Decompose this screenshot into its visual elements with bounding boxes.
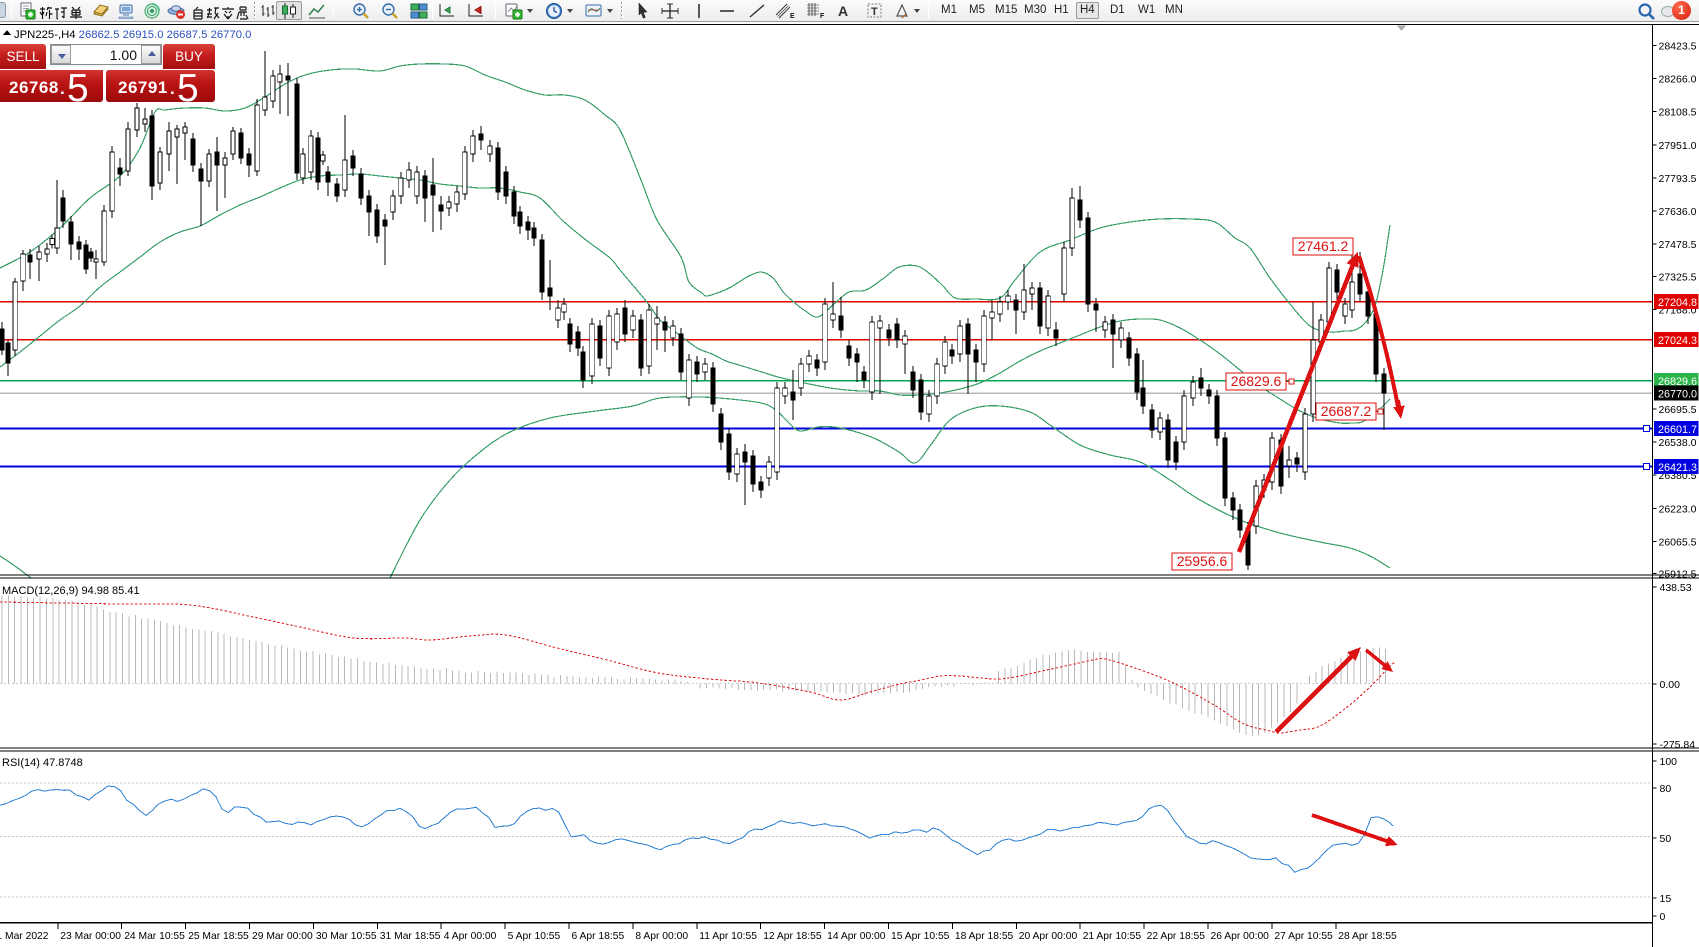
svg-text:27636.0: 27636.0 — [1659, 206, 1697, 218]
svg-text:E: E — [790, 13, 795, 20]
svg-text:27325.5: 27325.5 — [1659, 271, 1697, 283]
svg-text:24 Mar 10:55: 24 Mar 10:55 — [124, 931, 185, 942]
svg-text:20 Apr 00:00: 20 Apr 00:00 — [1019, 931, 1078, 942]
svg-text:8 Apr 00:00: 8 Apr 00:00 — [635, 931, 688, 942]
svg-text:27951.0: 27951.0 — [1659, 140, 1697, 152]
svg-text:27461.2: 27461.2 — [1298, 238, 1349, 254]
svg-text:25912.5: 25912.5 — [1659, 569, 1697, 581]
svg-text:27024.3: 27024.3 — [1658, 335, 1697, 347]
svg-text:80: 80 — [1660, 783, 1672, 795]
svg-text:12 Apr 18:55: 12 Apr 18:55 — [763, 931, 822, 942]
svg-text:18 Apr 18:55: 18 Apr 18:55 — [955, 931, 1014, 942]
svg-text:26687.2: 26687.2 — [1321, 403, 1372, 419]
svg-text:6 Apr 18:55: 6 Apr 18:55 — [572, 931, 625, 942]
svg-text:27 Apr 10:55: 27 Apr 10:55 — [1274, 931, 1333, 942]
svg-text:F: F — [820, 13, 825, 20]
svg-text:27478.5: 27478.5 — [1659, 239, 1697, 251]
svg-text:1 Mar 2022: 1 Mar 2022 — [0, 931, 49, 942]
svg-text:T: T — [871, 6, 878, 18]
svg-text:26223.0: 26223.0 — [1659, 503, 1697, 515]
svg-text:4 Apr 00:00: 4 Apr 00:00 — [444, 931, 497, 942]
svg-text:26601.7: 26601.7 — [1658, 424, 1697, 436]
svg-text:JPN225-,H4 26862.5 26915.0 26: JPN225-,H4 26862.5 26915.0 26687.5 26770… — [14, 29, 251, 41]
svg-text:22 Apr 18:55: 22 Apr 18:55 — [1147, 931, 1206, 942]
svg-text:0.00: 0.00 — [1660, 679, 1681, 691]
svg-text:27793.5: 27793.5 — [1659, 173, 1697, 185]
svg-text:28423.5: 28423.5 — [1659, 41, 1697, 53]
svg-text:0: 0 — [1660, 911, 1666, 923]
svg-text:28108.5: 28108.5 — [1659, 107, 1697, 119]
svg-text:-275.84: -275.84 — [1660, 739, 1696, 751]
svg-text:15 Apr 10:55: 15 Apr 10:55 — [891, 931, 950, 942]
svg-text:26421.3: 26421.3 — [1658, 462, 1697, 474]
svg-text:MACD(12,26,9) 94.98 85.41: MACD(12,26,9) 94.98 85.41 — [2, 585, 140, 597]
svg-text:30 Mar 10:55: 30 Mar 10:55 — [316, 931, 377, 942]
svg-text:15: 15 — [1660, 893, 1672, 905]
svg-text:50: 50 — [1660, 833, 1672, 845]
svg-text:25956.6: 25956.6 — [1177, 553, 1228, 569]
svg-text:27204.8: 27204.8 — [1658, 297, 1697, 309]
svg-text:26695.5: 26695.5 — [1659, 404, 1697, 416]
svg-text:438.53: 438.53 — [1660, 582, 1692, 594]
svg-text:RSI(14) 47.8748: RSI(14) 47.8748 — [2, 757, 83, 769]
svg-text:100: 100 — [1660, 756, 1678, 768]
svg-text:25 Mar 18:55: 25 Mar 18:55 — [188, 931, 249, 942]
svg-text:26 Apr 00:00: 26 Apr 00:00 — [1211, 931, 1270, 942]
svg-text:28 Apr 18:55: 28 Apr 18:55 — [1338, 931, 1397, 942]
svg-text:26770.0: 26770.0 — [1658, 389, 1697, 401]
svg-text:26538.0: 26538.0 — [1659, 437, 1697, 449]
svg-text:26829.6: 26829.6 — [1658, 376, 1697, 388]
svg-text:26065.5: 26065.5 — [1659, 536, 1697, 548]
svg-text:26829.6: 26829.6 — [1231, 373, 1282, 389]
svg-text:5 Apr 10:55: 5 Apr 10:55 — [508, 931, 561, 942]
svg-text:23 Mar 00:00: 23 Mar 00:00 — [60, 931, 121, 942]
svg-text:29 Mar 00:00: 29 Mar 00:00 — [252, 931, 313, 942]
svg-text:11 Apr 10:55: 11 Apr 10:55 — [699, 931, 757, 942]
svg-text:31 Mar 18:55: 31 Mar 18:55 — [380, 931, 441, 942]
svg-text:21 Apr 10:55: 21 Apr 10:55 — [1083, 931, 1142, 942]
svg-text:14 Apr 00:00: 14 Apr 00:00 — [827, 931, 886, 942]
svg-text:28266.0: 28266.0 — [1659, 74, 1697, 86]
